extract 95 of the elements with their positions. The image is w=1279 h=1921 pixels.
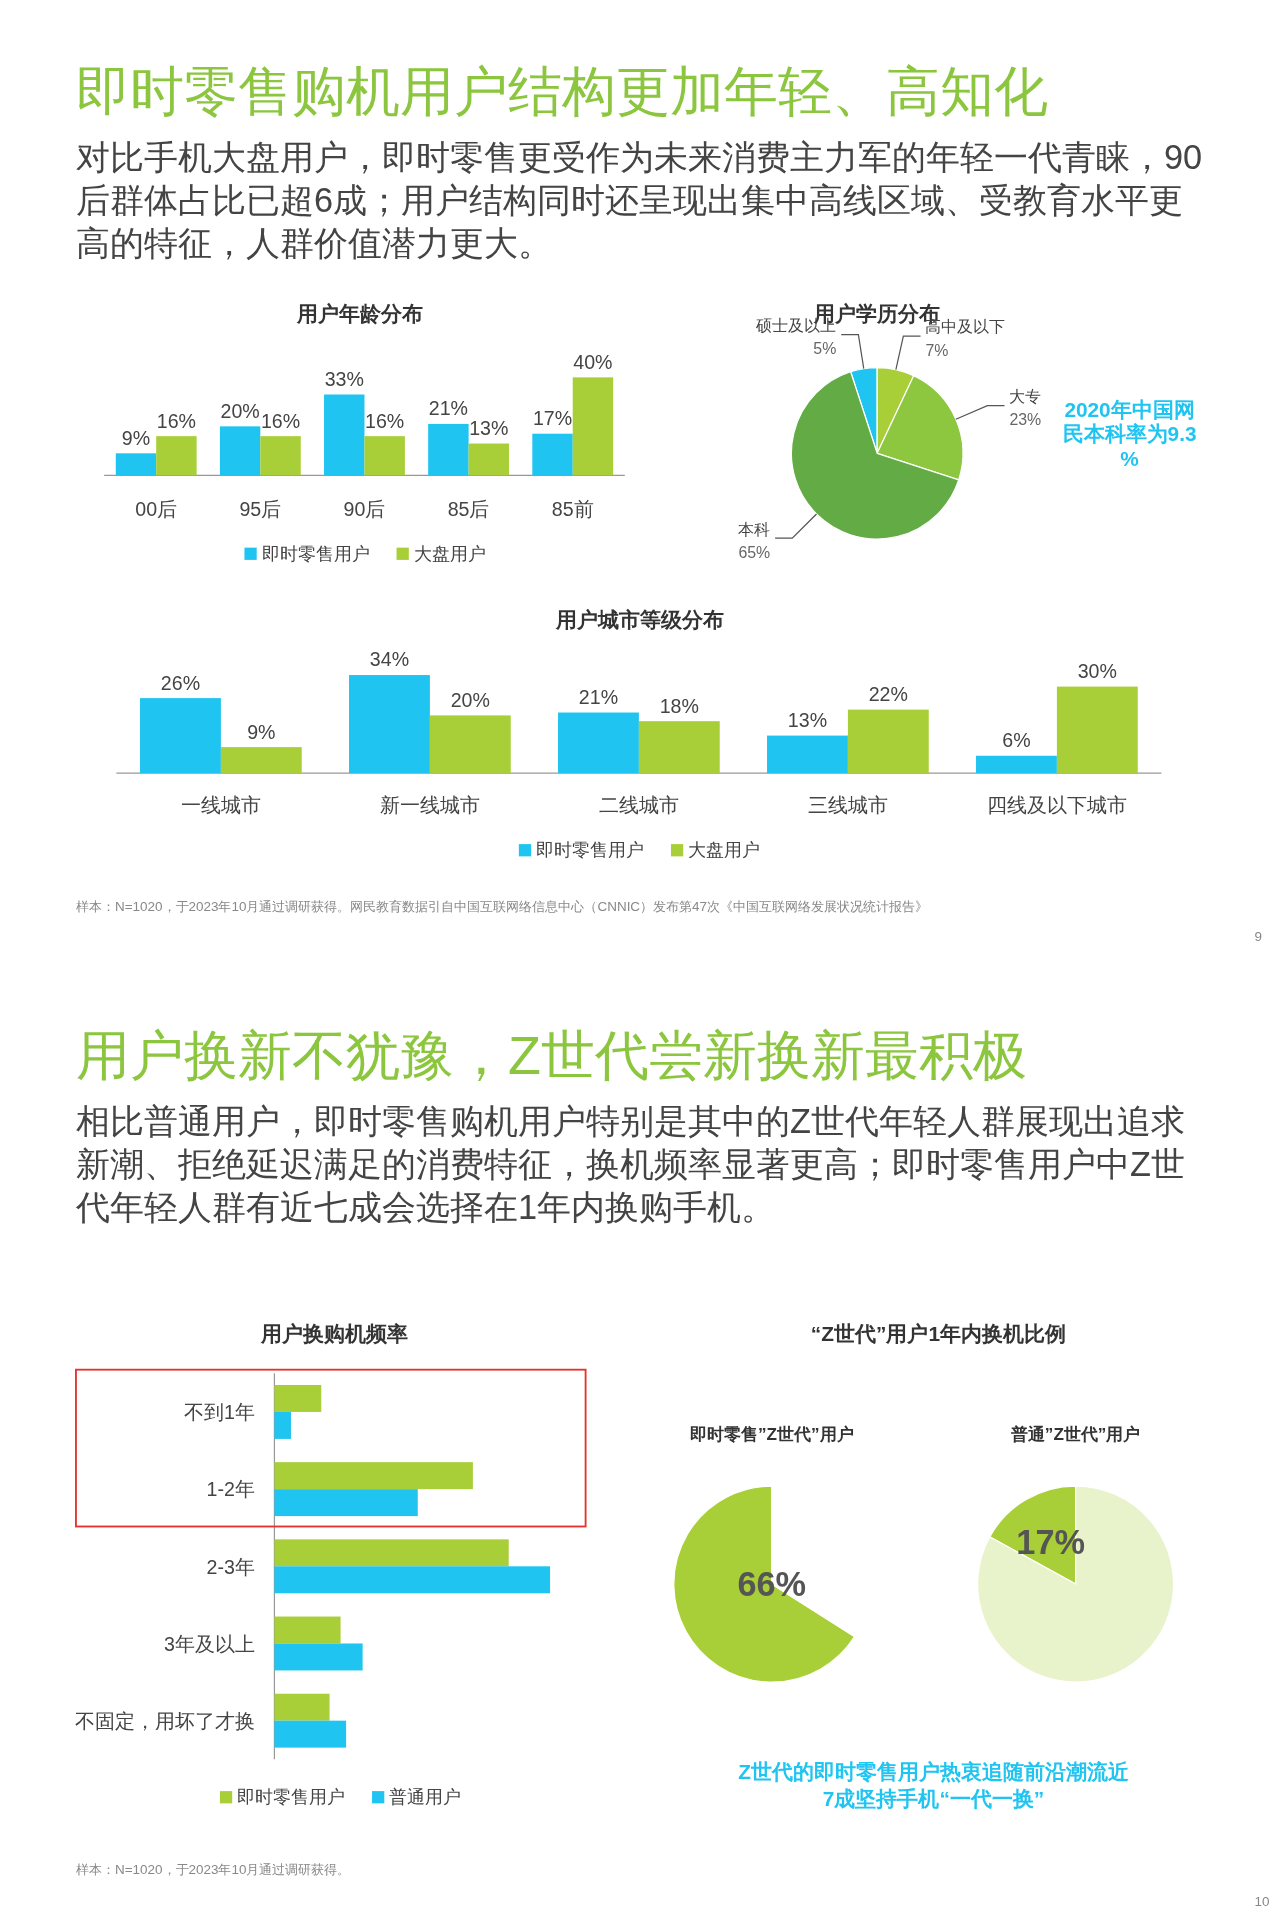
bar [847, 709, 929, 774]
pie-slice [790, 371, 960, 540]
data-label: 26% [160, 671, 201, 694]
data-label: 7% [925, 341, 949, 359]
pie-slice [977, 1485, 1175, 1683]
data-label: 40% [573, 350, 613, 373]
bar [572, 377, 614, 476]
legend-label: 大盘用户 [413, 542, 486, 564]
y-tick-label: 不到1年 [183, 1401, 255, 1424]
data-label: 5% [813, 340, 837, 358]
bar [274, 1462, 473, 1490]
y-tick-label: 2-3年 [206, 1555, 255, 1578]
data-label: 34% [369, 648, 410, 671]
bar [1056, 686, 1138, 774]
slice-label: 本科 [738, 520, 771, 538]
x-tick-label: 90后 [343, 497, 386, 520]
data-label: 20% [220, 399, 260, 422]
bar [558, 712, 639, 774]
bar [220, 747, 302, 774]
bar [219, 426, 261, 476]
data-label: 13% [787, 709, 828, 732]
bar [274, 1489, 418, 1517]
bar [274, 1643, 363, 1671]
bar [115, 453, 157, 476]
data-label: 30% [1077, 660, 1117, 683]
data-label: 23% [1009, 411, 1042, 429]
data-label: 9% [121, 426, 151, 449]
x-tick-label: 00后 [135, 497, 178, 520]
text: 即时零售购机用户结构更加年轻、高知化 [75, 61, 1048, 122]
bar [260, 436, 301, 476]
text: 样本：N=1020，于2023年10月通过调研获得。网民教育数据引自中国互联网络信息中心（CNNIC）发布第47次《中国互联网络发展状况统计报告》 [75, 899, 929, 915]
bar [349, 675, 430, 774]
data-label: 6% [1002, 729, 1031, 752]
bar [156, 436, 197, 476]
x-tick-label: 85前 [551, 497, 594, 520]
data-label: 17% [532, 407, 573, 430]
data-label: 20% [450, 688, 490, 711]
chart-title: 用户城市等级分布 [554, 608, 724, 632]
legend-label: 即时零售用户 [237, 1786, 346, 1808]
chart-title: 用户换购机频率 [259, 1322, 408, 1346]
text: 10 [1254, 1894, 1270, 1910]
bar [274, 1411, 291, 1439]
y-tick-label: 1-2年 [206, 1478, 255, 1501]
x-tick-label: 三线城市 [807, 794, 888, 817]
text: 对比手机大盘用户，即时零售更受作为未来消费主力军的年轻一代青睐，90后群体占比已超6成；用户结构同时还呈现出集中高线区域、受教育水平更高的特征，人群价值潜力更大。 [75, 138, 1203, 262]
legend-label: 即时零售用户 [261, 542, 370, 564]
text: 用户换新不犹豫，Z世代尝新换新最积极 [75, 1025, 1027, 1086]
data-label: 18% [659, 694, 699, 717]
data-label: 22% [868, 683, 908, 706]
bar [274, 1539, 509, 1567]
text: “Z世代”用户1年内换机比例 [810, 1322, 1066, 1346]
bar [468, 443, 510, 476]
bar [532, 433, 573, 476]
data-label: 16% [156, 409, 197, 432]
bar [767, 735, 848, 774]
bar [429, 715, 511, 774]
x-tick-label: 二线城市 [598, 794, 679, 817]
data-label: 21% [578, 685, 619, 708]
x-tick-label: 新一线城市 [379, 794, 480, 817]
slice-label: 大专 [1009, 387, 1042, 405]
bar [274, 1385, 322, 1412]
chart-title: 用户年龄分布 [296, 302, 424, 325]
bar [428, 423, 469, 476]
legend-label: 大盘用户 [688, 839, 761, 861]
data-label: 16% [260, 409, 301, 432]
x-tick-label: 85后 [447, 497, 490, 520]
bar [274, 1566, 551, 1594]
text: Z世代的即时零售用户热衷追随前沿潮流近7成坚持手机“一代一换” [738, 1759, 1129, 1810]
bar [274, 1720, 347, 1748]
data-label: 33% [324, 367, 364, 390]
x-tick-label: 一线城市 [180, 794, 261, 817]
text: 2020年中国网民本科率为9.3% [1062, 397, 1197, 470]
data-label: 65% [738, 543, 771, 561]
data-label: 9% [247, 720, 276, 743]
bar [140, 698, 221, 774]
text: 相比普通用户，即时零售购机用户特别是其中的Z世代年轻人群展现出追求新潮、拒绝延迟满足的消费特征，换机频率显著更高；即时零售用户中Z世代年轻人群有近七成会选择在1年内换购手机。 [74, 1102, 1185, 1226]
chart-title: 即时零售”Z世代”用户 [690, 1423, 854, 1444]
x-tick-label: 四线及以下城市 [986, 794, 1127, 817]
legend-label: 普通用户 [389, 1786, 462, 1808]
chart-title: 普通”Z世代”用户 [1009, 1423, 1141, 1444]
y-tick-label: 不固定，用坏了才换 [74, 1710, 255, 1733]
bar [364, 436, 405, 476]
bar [274, 1616, 341, 1644]
bar [976, 755, 1057, 774]
text: 样本：N=1020，于2023年10月通过调研获得。 [75, 1862, 351, 1878]
bar [324, 394, 365, 476]
x-tick-label: 95后 [239, 497, 282, 520]
text: 9 [1254, 928, 1262, 944]
data-label: 21% [428, 397, 468, 420]
data-label: 13% [469, 416, 509, 439]
bar [274, 1693, 330, 1721]
data-label: 16% [365, 409, 405, 432]
bar [638, 721, 720, 774]
legend-label: 即时零售用户 [536, 839, 645, 861]
y-tick-label: 3年及以上 [163, 1632, 255, 1655]
